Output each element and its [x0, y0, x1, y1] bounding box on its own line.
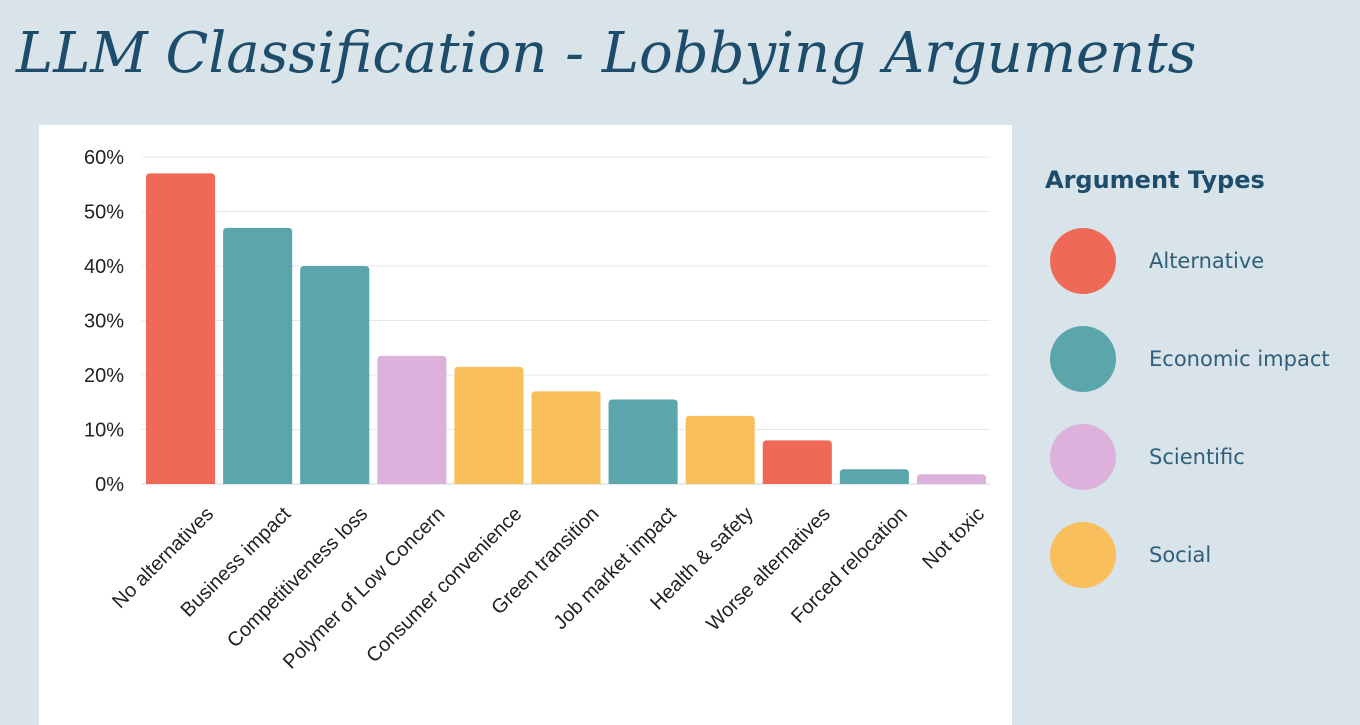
legend-item: Economic impact	[1045, 326, 1355, 392]
y-tick-label: 30%	[84, 311, 124, 333]
bar-chart: 0%10%20%30%40%50%60%No alternativesBusin…	[84, 147, 990, 673]
y-tick-label: 40%	[84, 256, 124, 278]
legend-label: Social	[1149, 543, 1212, 567]
x-tick-label: Consumer convenience	[362, 503, 526, 667]
legend-item: Scientific	[1045, 424, 1355, 490]
legend-swatch	[1050, 424, 1116, 490]
y-tick-label: 50%	[84, 202, 124, 224]
legend-swatch	[1050, 522, 1116, 588]
chart-panel: 0% 10% 20% 30% 40% 50% 60% No alternatives Busin…	[39, 125, 1012, 725]
legend-label: Economic impact	[1149, 347, 1330, 371]
y-tick-label: 60%	[84, 147, 124, 169]
bar	[531, 391, 601, 484]
legend-swatch	[1050, 326, 1116, 392]
legend-item: Social	[1045, 522, 1355, 588]
y-tick-label: 0%	[95, 474, 124, 496]
bar	[300, 266, 370, 484]
bar	[762, 440, 832, 484]
legend-item: Alternative	[1045, 228, 1355, 294]
legend-title: Argument Types	[1045, 166, 1265, 194]
bar	[839, 469, 909, 484]
bar	[685, 415, 755, 484]
bar	[223, 227, 293, 484]
y-tick-label: 10%	[84, 420, 124, 442]
x-tick-label: Competitiveness loss	[223, 503, 372, 652]
legend-items: Alternative Economic impact Scientific Soci…	[1045, 228, 1355, 588]
x-tick-label: Not toxic	[918, 503, 989, 574]
legend-swatch	[1050, 228, 1116, 294]
x-tick-label: Polymer of Low Concern	[279, 503, 449, 673]
bar	[916, 474, 986, 484]
bar	[377, 355, 447, 484]
bar	[608, 399, 678, 484]
bar	[146, 173, 216, 484]
page-title: LLM Classification - Lobbying Arguments	[16, 21, 1197, 86]
legend-label: Alternative	[1149, 249, 1265, 273]
bar	[454, 366, 524, 484]
legend-label: Scientific	[1149, 445, 1245, 469]
y-tick-label: 20%	[84, 365, 124, 387]
legend: Argument Types Alternative Economic impac…	[1045, 160, 1355, 620]
